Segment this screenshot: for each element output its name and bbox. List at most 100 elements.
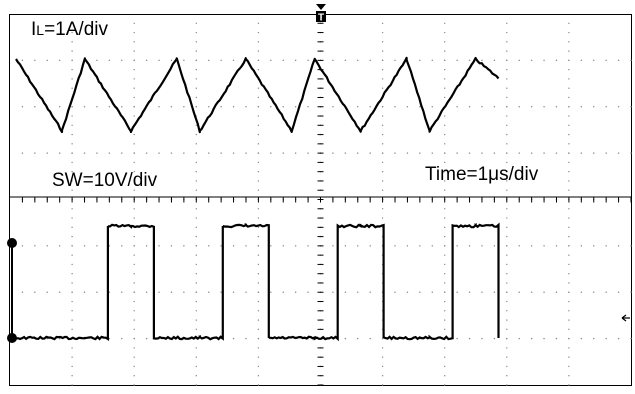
grid-dot — [58, 106, 61, 108]
grid-dot — [121, 337, 123, 340]
grid-dot — [568, 375, 570, 377]
grid-dot — [543, 106, 545, 108]
grid-dot — [444, 96, 446, 99]
grid-dot — [133, 50, 135, 52]
grid-dot — [456, 59, 458, 62]
grid-dot — [630, 59, 632, 62]
grid-dot — [593, 59, 595, 62]
grid-dot — [444, 319, 446, 321]
grid-dot — [232, 152, 235, 154]
grid-dot — [257, 245, 260, 247]
grid-dot — [506, 78, 508, 80]
grid-dot — [96, 106, 98, 108]
grid-dot — [568, 41, 570, 43]
grid-dot — [431, 245, 433, 247]
grid-dot — [568, 347, 570, 349]
grid-dot — [630, 152, 632, 154]
grid-dot — [257, 180, 260, 182]
grid-dot — [481, 245, 483, 247]
grid-dot — [481, 291, 483, 293]
grid-dot — [257, 87, 260, 89]
grid-dot — [444, 50, 446, 52]
grid-dot — [183, 291, 185, 293]
grid-dot — [170, 245, 173, 247]
grid-dot — [195, 300, 197, 303]
grid-dot — [568, 328, 570, 331]
grid-dot — [257, 31, 260, 34]
grid-dot — [506, 347, 508, 349]
grid-dot — [506, 375, 508, 377]
grid-dot — [133, 245, 135, 247]
grid-dot — [133, 365, 135, 368]
grid-dot — [568, 115, 570, 117]
grid-dot — [71, 300, 73, 303]
grid-dot — [506, 384, 508, 386]
grid-dot — [34, 291, 36, 293]
grid-dot — [444, 115, 446, 117]
grid-dot — [195, 319, 197, 321]
grid-dot — [506, 337, 508, 340]
grid-dot — [257, 328, 260, 331]
grid-dot — [245, 291, 247, 293]
grid-dot — [220, 106, 222, 108]
grid-dot — [195, 106, 197, 108]
grid-dot — [506, 161, 508, 164]
grid-dot — [294, 152, 297, 154]
grid-dot — [444, 189, 446, 191]
grid-dot — [232, 59, 235, 62]
grid-dot — [71, 170, 73, 173]
grid-dot — [232, 291, 235, 293]
grid-dot — [381, 31, 384, 34]
grid-dot — [71, 235, 73, 238]
grid-dot — [195, 263, 197, 266]
grid-dot — [195, 365, 197, 368]
grid-dot — [145, 245, 148, 247]
grid-dot — [506, 31, 508, 34]
grid-dot — [468, 337, 471, 340]
grid-dot — [71, 50, 73, 52]
grid-dot — [406, 152, 409, 154]
grid-dot — [506, 50, 508, 52]
grid-dot — [456, 291, 458, 293]
grid-dot — [506, 180, 508, 182]
grid-dot — [133, 68, 135, 71]
grid-dot — [195, 96, 197, 99]
grid-dot — [145, 59, 148, 62]
grid-dot — [493, 152, 496, 154]
grid-dot — [444, 133, 446, 136]
grid-dot — [593, 337, 595, 340]
grid-dot — [518, 59, 520, 62]
grid-dot — [518, 152, 520, 154]
label-rest: =1A/div — [44, 19, 108, 40]
grid-dot — [133, 356, 135, 358]
grid-dot — [630, 245, 632, 247]
grid-dot — [195, 22, 197, 24]
grid-dot — [568, 319, 570, 321]
grid-dot — [83, 106, 86, 108]
grid-dot — [58, 337, 61, 340]
grid-dot — [71, 143, 73, 145]
grid-dot — [21, 106, 24, 108]
grid-dot — [568, 217, 570, 219]
grid-dot — [580, 291, 583, 293]
grid-dot — [195, 384, 197, 386]
grid-dot — [444, 161, 446, 164]
grid-dot — [568, 263, 570, 266]
grid-dot — [506, 365, 508, 368]
grid-dot — [307, 106, 309, 108]
grid-dot — [568, 170, 570, 173]
grid-dot — [444, 365, 446, 368]
grid-dot — [257, 22, 260, 24]
grid-dot — [133, 170, 135, 173]
grid-dot — [71, 41, 73, 43]
grid-dot — [357, 59, 359, 62]
grid-dot — [444, 208, 446, 210]
grid-dot — [133, 310, 135, 312]
grid-dot — [568, 208, 570, 210]
grid-dot — [444, 245, 446, 247]
grid-dot — [257, 365, 260, 368]
grid-dot — [257, 226, 260, 229]
grid-dot — [468, 245, 471, 247]
grid-dot — [394, 291, 396, 293]
grid-dot — [419, 106, 421, 108]
